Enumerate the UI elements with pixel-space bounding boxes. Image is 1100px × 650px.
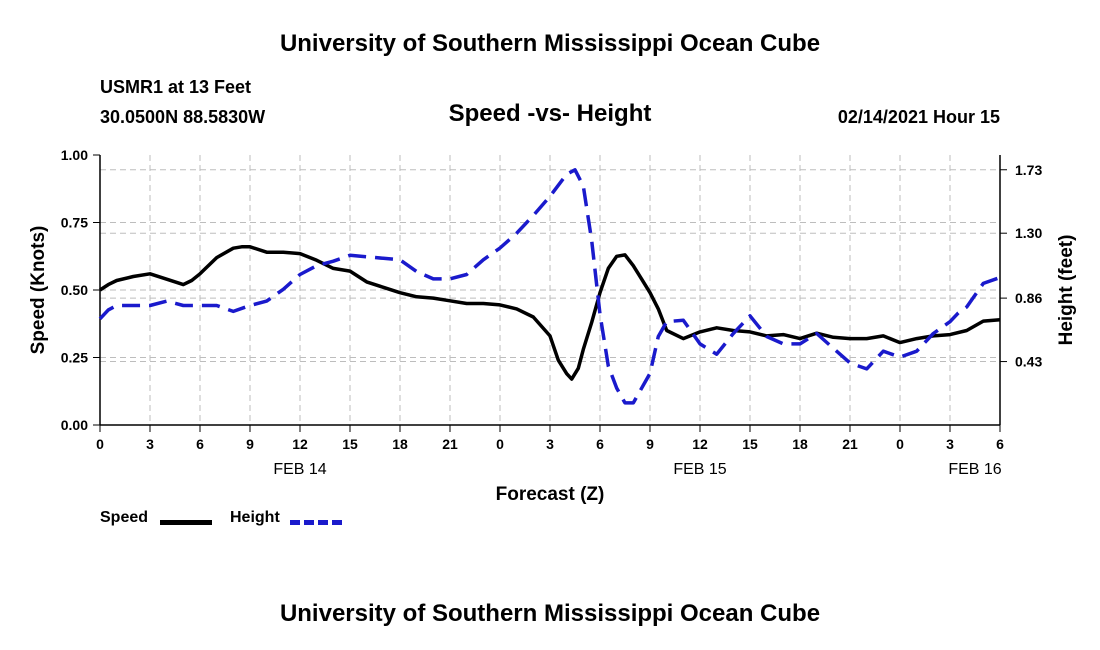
chart-subtitle: Speed -vs- Height [448, 100, 652, 127]
y-tick-label: 0.75 [61, 215, 88, 231]
x-tick-label: 0 [96, 436, 104, 452]
top-title: University of Southern Mississippi Ocean… [279, 30, 821, 57]
x-tick-label: 15 [742, 436, 758, 452]
x-tick-label: 21 [842, 436, 858, 452]
legend-height-label: Height [230, 509, 280, 526]
x-tick-label: 6 [596, 436, 604, 452]
x-tick-label: 6 [196, 436, 204, 452]
x-tick-label: 3 [946, 436, 954, 452]
y2-tick-label: 1.30 [1015, 225, 1042, 241]
series-line-height [98, 168, 1001, 405]
date-label: FEB 16 [948, 461, 1001, 478]
y2-tick-label: 0.43 [1015, 354, 1042, 370]
coordinates-label: 30.0500N 88.5830W [100, 107, 266, 127]
x-tick-label: 12 [292, 436, 308, 452]
bottom-title: University of Southern Mississippi Ocean… [279, 600, 821, 627]
legend-speed-label: Speed [100, 509, 149, 526]
date-label: FEB 14 [273, 461, 326, 478]
date-label: FEB 15 [673, 461, 726, 478]
axes [93, 154, 1007, 432]
x-tick-label: 21 [442, 436, 458, 452]
x-tick-label: 15 [342, 436, 358, 452]
x-tick-label: 3 [146, 436, 154, 452]
legend-speed-swatch [160, 520, 212, 525]
station-label: USMR1 at 13 Feet [100, 77, 252, 97]
x-tick-label: 0 [496, 436, 504, 452]
y-axis-title: Speed (Knots) [28, 226, 49, 355]
x-tick-label: 9 [646, 436, 654, 452]
x-tick-label: 18 [392, 436, 408, 452]
y2-tick-label: 0.86 [1015, 290, 1042, 306]
grid [100, 155, 1000, 425]
x-tick-label: 6 [996, 436, 1004, 452]
y-tick-label: 0.50 [61, 282, 88, 298]
series [98, 168, 1001, 405]
legend-height-swatch [290, 520, 342, 525]
x-tick-label: 18 [792, 436, 808, 452]
y-tick-label: 1.00 [61, 147, 88, 163]
x-axis-title: Forecast (Z) [496, 484, 605, 505]
y-tick-label: 0.00 [61, 417, 88, 433]
y2-axis-title: Height (feet) [1056, 235, 1077, 346]
x-tick-label: 9 [246, 436, 254, 452]
y2-tick-label: 1.73 [1015, 162, 1042, 178]
x-tick-label: 3 [546, 436, 554, 452]
y-tick-label: 0.25 [61, 350, 88, 366]
x-tick-label: 0 [896, 436, 904, 452]
datetime-label: 02/14/2021 Hour 15 [837, 107, 1000, 127]
x-tick-label: 12 [692, 436, 708, 452]
axis-labels: 0 3 6 9 12 15 18 21 0 3 6 9 12 15 18 21 0 3 6 0.00 0.25 0.50 0… [28, 147, 1077, 505]
